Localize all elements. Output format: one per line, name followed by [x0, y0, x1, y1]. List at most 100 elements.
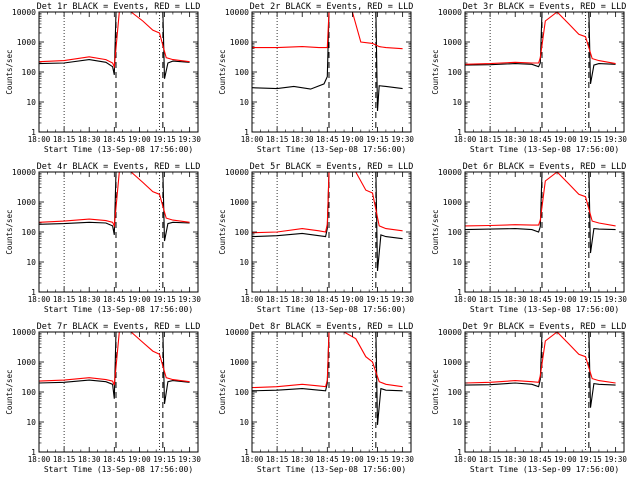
y-tick-label: 1: [244, 128, 249, 137]
y-tick-label: 10000: [225, 168, 249, 177]
x-tick-label: 18:15: [266, 295, 289, 304]
x-tick-label: 18:00: [241, 135, 264, 144]
x-tick-label: 18:15: [479, 295, 502, 304]
plot-frame: [38, 331, 199, 453]
y-axis-label: Counts/sec: [5, 369, 14, 414]
y-tick-label: 10: [239, 258, 249, 267]
y-tick-label: 1000: [230, 38, 249, 47]
x-tick-label: 18:45: [103, 135, 126, 144]
y-tick-label: 1: [457, 288, 462, 297]
y-tick-label: 10: [452, 98, 462, 107]
x-tick-label: 19:30: [391, 295, 414, 304]
series-line-lld: [252, 11, 403, 50]
panel-title: Det 9r BLACK = Events, RED = LLD: [463, 322, 627, 332]
x-tick-label: 18:30: [291, 295, 314, 304]
y-tick-label: 100: [448, 68, 463, 77]
x-tick-label: 18:15: [266, 455, 289, 464]
x-tick-label: 18:00: [454, 295, 477, 304]
plot-frame: [251, 11, 412, 133]
panel-title: Det 7r BLACK = Events, RED = LLD: [37, 322, 201, 332]
y-tick-label: 100: [22, 228, 37, 237]
panel-det-7: Det 7r BLACK = Events, RED = LLD 1 10 100 10…: [5, 322, 201, 474]
panel-title: Det 2r BLACK = Events, RED = LLD: [250, 2, 414, 12]
y-tick-label: 10000: [225, 8, 249, 17]
y-tick-label: 100: [22, 388, 37, 397]
x-tick-label: 18:15: [479, 455, 502, 464]
y-tick-label: 1: [31, 128, 36, 137]
x-tick-label: 18:45: [529, 135, 552, 144]
x-tick-label: 18:00: [241, 455, 264, 464]
y-axis-label: Counts/sec: [5, 49, 14, 94]
panel-det-1: Det 1r BLACK = Events, RED = LLD 1 10 100 10…: [5, 2, 201, 154]
x-tick-label: 18:00: [28, 455, 51, 464]
y-axis-label: Counts/sec: [431, 369, 440, 414]
y-axis-label: Counts/sec: [431, 209, 440, 254]
y-tick-label: 1: [31, 448, 36, 457]
x-tick-label: 18:30: [504, 135, 527, 144]
x-tick-label: 18:45: [103, 295, 126, 304]
plot-frame: [251, 331, 412, 453]
y-tick-label: 100: [448, 388, 463, 397]
x-tick-label: 19:15: [366, 135, 389, 144]
x-tick-label: 19:15: [366, 295, 389, 304]
x-tick-label: 19:30: [604, 135, 627, 144]
plot-frame: [38, 171, 199, 293]
x-tick-label: 19:30: [178, 295, 201, 304]
x-tick-label: 19:00: [128, 135, 151, 144]
y-tick-label: 1000: [443, 358, 462, 367]
x-tick-label: 18:15: [53, 295, 76, 304]
x-tick-label: 19:15: [366, 455, 389, 464]
panel-title: Det 4r BLACK = Events, RED = LLD: [37, 162, 201, 172]
x-tick-label: 18:45: [529, 455, 552, 464]
x-tick-label: 18:15: [53, 455, 76, 464]
x-tick-label: 18:45: [316, 135, 339, 144]
y-tick-label: 10000: [438, 328, 462, 337]
series-line-events: [38, 171, 190, 242]
x-tick-label: 19:30: [391, 455, 414, 464]
y-tick-label: 10000: [12, 328, 36, 337]
x-tick-label: 18:30: [78, 295, 101, 304]
y-tick-label: 1: [457, 128, 462, 137]
y-tick-label: 1000: [230, 198, 249, 207]
series-line-events: [464, 11, 616, 84]
y-tick-label: 10: [26, 258, 36, 267]
y-tick-label: 1000: [17, 38, 36, 47]
y-tick-label: 1: [244, 288, 249, 297]
panel-det-6: Det 6r BLACK = Events, RED = LLD 1 10 100 10…: [431, 162, 627, 314]
series-line-lld: [464, 171, 616, 227]
series-line-events: [464, 331, 616, 408]
x-tick-label: 19:00: [554, 295, 577, 304]
panel-title: Det 1r BLACK = Events, RED = LLD: [37, 2, 201, 12]
x-tick-label: 18:45: [316, 455, 339, 464]
x-tick-label: 18:00: [28, 295, 51, 304]
panel-det-2: Det 2r BLACK = Events, RED = LLD 1 10 100 10…: [218, 2, 414, 154]
series-line-events: [251, 11, 403, 112]
y-tick-label: 10000: [12, 8, 36, 17]
y-tick-label: 10: [452, 258, 462, 267]
y-tick-label: 1000: [17, 198, 36, 207]
x-tick-label: 18:00: [241, 295, 264, 304]
x-axis-label: Start Time (13-Sep-08 17:56:00): [257, 305, 406, 314]
x-tick-label: 18:30: [291, 135, 314, 144]
panel-title: Det 6r BLACK = Events, RED = LLD: [463, 162, 627, 172]
y-tick-label: 10: [239, 98, 249, 107]
y-tick-label: 1: [457, 448, 462, 457]
series-line-lld: [464, 11, 616, 65]
y-tick-label: 10: [239, 418, 249, 427]
series-line-lld: [251, 331, 403, 389]
x-tick-label: 18:00: [454, 135, 477, 144]
panel-det-5: Det 5r BLACK = Events, RED = LLD 1 10 100 10…: [218, 162, 414, 314]
x-axis-label: Start Time (13-Sep-08 17:56:00): [44, 145, 193, 154]
y-axis-label: Counts/sec: [218, 369, 227, 414]
x-tick-label: 19:00: [341, 455, 364, 464]
x-tick-label: 18:15: [479, 135, 502, 144]
x-axis-label: Start Time (13-Sep-08 17:56:00): [470, 305, 619, 314]
panel-det-9: Det 9r BLACK = Events, RED = LLD 1 10 100 10…: [431, 322, 627, 474]
y-tick-label: 100: [235, 388, 250, 397]
x-tick-label: 19:30: [178, 455, 201, 464]
x-tick-label: 18:30: [291, 455, 314, 464]
y-tick-label: 10000: [438, 8, 462, 17]
x-tick-label: 19:00: [341, 295, 364, 304]
x-tick-label: 19:30: [604, 295, 627, 304]
